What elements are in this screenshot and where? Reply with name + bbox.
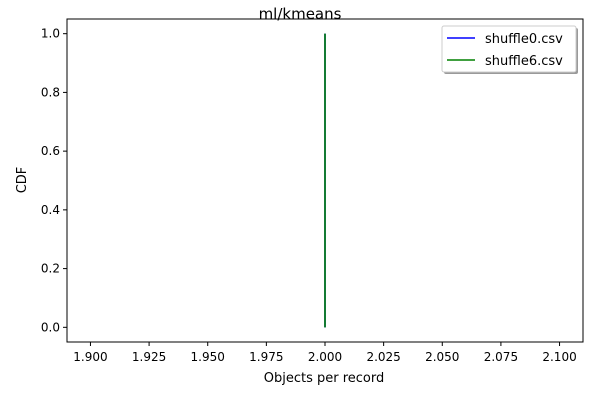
x-tick-label: 1.900	[73, 350, 107, 364]
legend-label: shuffle0.csv	[485, 32, 563, 47]
y-tick-label: 0.6	[41, 144, 60, 158]
x-tick-label: 2.000	[308, 350, 342, 364]
x-tick-label: 2.100	[542, 350, 576, 364]
chart-title: ml/kmeans	[259, 5, 342, 23]
x-axis: 1.900 1.925 1.950 1.975 2.000 2.025 2.050 2.075…	[73, 342, 577, 364]
x-tick-label: 2.025	[366, 350, 400, 364]
x-tick-label: 1.975	[249, 350, 283, 364]
legend: shuffle0.csv shuffle6.csv	[441, 25, 578, 74]
y-axis-label: CDF	[15, 167, 30, 194]
y-tick-label: 0.4	[41, 203, 60, 217]
legend-label: shuffle6.csv	[485, 54, 563, 69]
y-axis: 0.0 0.2 0.4 0.6 0.8 1.0	[41, 27, 67, 334]
x-tick-label: 2.075	[484, 350, 518, 364]
y-tick-label: 1.0	[41, 27, 60, 41]
x-tick-label: 2.050	[425, 350, 459, 364]
x-axis-label: Objects per record	[264, 371, 385, 386]
x-tick-label: 1.950	[191, 350, 225, 364]
y-tick-label: 0.8	[41, 85, 60, 99]
y-tick-label: 0.0	[41, 320, 60, 334]
legend-box	[441, 25, 577, 73]
y-tick-label: 0.2	[41, 262, 60, 276]
x-tick-label: 1.925	[132, 350, 166, 364]
